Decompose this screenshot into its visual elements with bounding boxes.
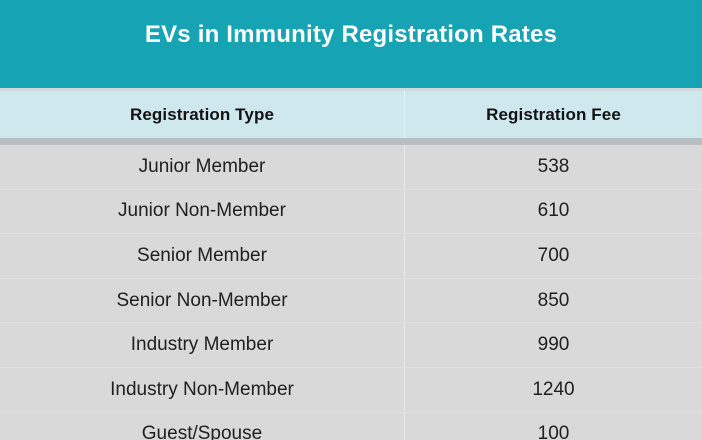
registration-type-cell: Junior Member bbox=[138, 155, 266, 177]
registration-fee-cell: 610 bbox=[404, 189, 702, 234]
registration-type-cell: Industry Non-Member bbox=[110, 378, 294, 400]
title-banner: EVs in Immunity Registration Rates bbox=[0, 0, 702, 88]
registration-fee-cell: 100 bbox=[404, 412, 702, 440]
registration-fee-cell: 538 bbox=[404, 145, 702, 189]
page-title: EVs in Immunity Registration Rates bbox=[144, 21, 558, 48]
registration-fee-cell: 1240 bbox=[404, 367, 702, 412]
table-header-row: Registration Type Registration Fee bbox=[0, 91, 702, 138]
header-body-separator bbox=[0, 138, 702, 145]
registration-type-cell: Industry Member bbox=[130, 334, 274, 356]
table-row: Senior Non-Member 850 bbox=[0, 277, 702, 323]
registration-fee-cell: 990 bbox=[404, 323, 702, 367]
table-row: Junior Member 538 bbox=[0, 145, 702, 189]
table-row: Industry Member 990 bbox=[0, 322, 702, 367]
table-row: Senior Member 700 bbox=[0, 233, 702, 278]
registration-type-cell: Senior Member bbox=[137, 244, 267, 266]
table-row: Guest/Spouse 100 bbox=[0, 411, 702, 440]
table-row: Junior Non-Member 610 bbox=[0, 188, 702, 234]
registration-fee-cell: 700 bbox=[404, 234, 702, 278]
registration-type-cell: Senior Non-Member bbox=[116, 289, 288, 311]
column-header-registration-type: Registration Type bbox=[129, 104, 275, 124]
registration-type-cell: Guest/Spouse bbox=[141, 423, 263, 440]
banner-divider bbox=[0, 88, 702, 91]
registration-type-cell: Junior Non-Member bbox=[118, 200, 286, 222]
column-header-registration-fee: Registration Fee bbox=[404, 91, 702, 138]
table-row: Industry Non-Member 1240 bbox=[0, 366, 702, 412]
table-body: Junior Member 538 Junior Non-Member 610 … bbox=[0, 145, 702, 440]
registration-fee-cell: 850 bbox=[404, 278, 702, 323]
